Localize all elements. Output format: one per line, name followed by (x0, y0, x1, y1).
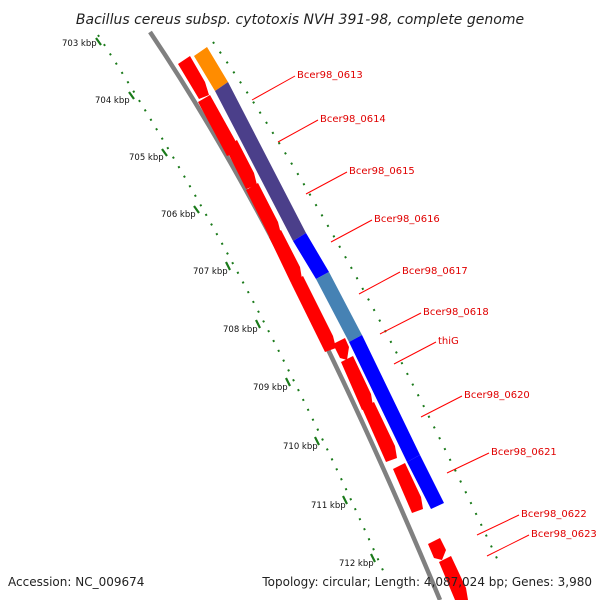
kbp-tick-label: 709 kbp (253, 383, 288, 393)
leader-line (379, 312, 422, 335)
kbp-tick (370, 553, 376, 563)
leader-line (393, 341, 437, 365)
kbp-tick (128, 91, 135, 100)
cds-arrow[interactable] (439, 556, 468, 600)
cds-arrow[interactable] (428, 538, 446, 560)
cds-arrow[interactable] (362, 402, 397, 462)
leader-line (277, 119, 319, 143)
cog-segment-steel (316, 272, 362, 342)
kbp-tick (342, 495, 348, 505)
leader-line (476, 514, 520, 536)
kbp-tick (161, 148, 168, 157)
kbp-tick-label: 708 kbp (223, 325, 258, 335)
cds-arrow[interactable] (341, 356, 373, 410)
gene-label[interactable]: Bcer98_0622 (521, 509, 587, 520)
accession-text: Accession: NC_009674 (8, 575, 144, 589)
cds-features (178, 56, 468, 600)
kbp-labels: 703 kbp 704 kbp 705 kbp 706 kbp 707 kbp … (62, 39, 374, 569)
leader-line (358, 271, 401, 295)
gene-label[interactable]: Bcer98_0616 (374, 214, 440, 225)
cds-arrow[interactable] (198, 95, 238, 156)
kbp-tick-label: 705 kbp (129, 153, 164, 163)
cds-arrow[interactable] (246, 183, 281, 238)
leader-line (446, 452, 490, 474)
gene-label[interactable]: Bcer98_0617 (402, 266, 468, 277)
cog-segment-blue (407, 455, 444, 509)
kbp-tick (314, 436, 320, 446)
kbp-tick-label: 707 kbp (193, 267, 228, 277)
leader-line (486, 534, 530, 557)
gene-label[interactable]: Bcer98_0615 (349, 166, 415, 177)
cog-segment-blue (349, 335, 420, 462)
map-title: Bacillus cereus subsp. cytotoxis NVH 391… (76, 12, 524, 28)
kbp-tick (255, 319, 261, 329)
kbp-tick (95, 37, 102, 46)
kbp-tick (193, 205, 200, 214)
gene-label[interactable]: thiG (438, 336, 459, 347)
cds-arrow[interactable] (291, 276, 336, 352)
cds-arrow[interactable] (225, 140, 257, 189)
gene-label[interactable]: Bcer98_0618 (423, 307, 489, 318)
leader-lines (251, 75, 530, 557)
leader-line (330, 219, 373, 243)
gene-label[interactable]: Bcer98_0621 (491, 447, 557, 458)
cds-arrow[interactable] (333, 338, 349, 360)
kbp-tick-label: 704 kbp (95, 96, 130, 106)
leader-line (305, 171, 348, 195)
kbp-tick-label: 711 kbp (311, 501, 346, 511)
cds-arrow[interactable] (178, 56, 209, 99)
kbp-tick-label: 712 kbp (339, 559, 374, 569)
leader-line (251, 75, 296, 101)
kbp-major-ticks (95, 37, 376, 563)
kbp-tick-label: 703 kbp (62, 39, 97, 49)
cds-arrow[interactable] (393, 463, 423, 513)
cog-segment-purple (215, 82, 306, 241)
genome-summary-text: Topology: circular; Length: 4,087,024 bp… (261, 575, 592, 589)
gene-labels: Bcer98_0613 Bcer98_0614 Bcer98_0615 Bcer… (297, 70, 597, 540)
gene-label[interactable]: Bcer98_0620 (464, 390, 530, 401)
cds-arrow[interactable] (269, 230, 302, 283)
kbp-tick-label: 710 kbp (283, 442, 318, 452)
leader-line (420, 395, 463, 418)
cog-segment-orange (194, 47, 228, 91)
kbp-tick (225, 261, 231, 271)
cog-segment-blue (293, 233, 329, 279)
gene-label[interactable]: Bcer98_0613 (297, 70, 363, 81)
kbp-tick-label: 706 kbp (161, 210, 196, 220)
gene-label[interactable]: Bcer98_0614 (320, 114, 386, 125)
cog-band (194, 47, 444, 509)
genome-backbone (148, 30, 443, 600)
gene-label[interactable]: Bcer98_0623 (531, 529, 597, 540)
kbp-tick (285, 377, 291, 387)
